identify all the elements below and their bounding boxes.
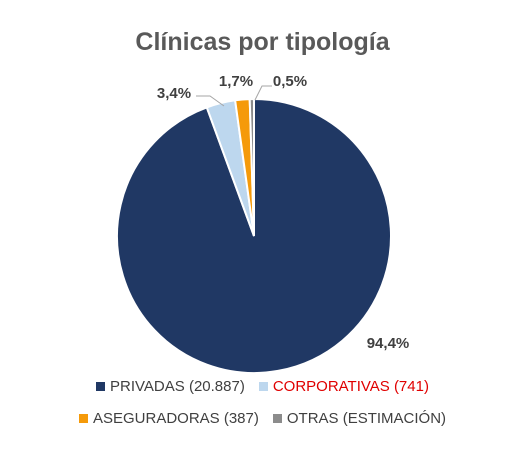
- data-label: 3,4%: [157, 85, 191, 102]
- legend-item-privadas[interactable]: PRIVADAS (20.887): [96, 378, 245, 395]
- legend-row-1: PRIVADAS (20.887) CORPORATIVAS (741): [0, 378, 525, 395]
- legend-swatch: [258, 382, 268, 391]
- legend-swatch: [96, 382, 106, 391]
- data-label: 0,5%: [273, 73, 307, 90]
- legend-item-aseguradoras[interactable]: ASEGURADORAS (387): [78, 410, 259, 427]
- legend-swatch: [78, 414, 88, 423]
- chart-title: Clínicas por tipología: [135, 28, 390, 56]
- legend: PRIVADAS (20.887) CORPORATIVAS (741) ASE…: [0, 378, 525, 427]
- pie-slice[interactable]: [248, 97, 255, 237]
- legend-label: ASEGURADORAS (387): [92, 410, 259, 427]
- leader-line: [254, 85, 272, 101]
- leader-line: [196, 95, 225, 107]
- legend-label: PRIVADAS (20.887): [110, 378, 245, 395]
- legend-item-corporativas[interactable]: CORPORATIVAS (741): [258, 378, 429, 395]
- data-label: 1,7%: [219, 73, 253, 90]
- legend-label: OTRAS (ESTIMACIÓN): [286, 410, 447, 427]
- legend-row-2: ASEGURADORAS (387) OTRAS (ESTIMACIÓN): [0, 410, 525, 427]
- legend-swatch: [272, 414, 282, 423]
- data-label: 94,4%: [367, 335, 410, 352]
- legend-label: CORPORATIVAS (741): [272, 378, 429, 395]
- legend-item-otras[interactable]: OTRAS (ESTIMACIÓN): [272, 410, 447, 427]
